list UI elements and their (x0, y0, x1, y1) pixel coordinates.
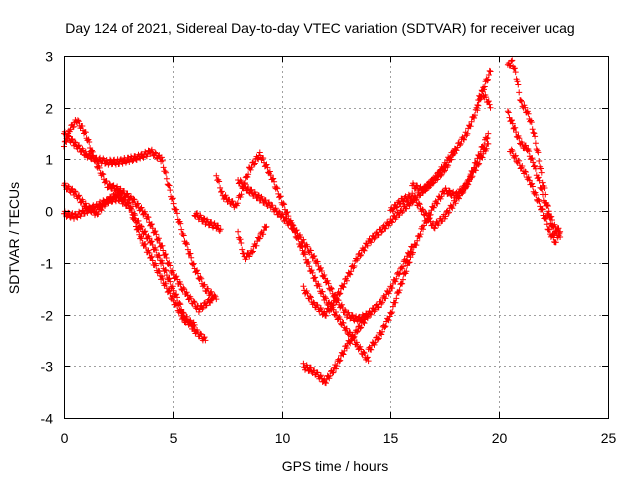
x-axis-label: GPS time / hours (282, 458, 389, 474)
x-tick-labels: 0 5 10 15 20 25 (61, 430, 617, 446)
x-tick-label: 20 (492, 430, 508, 446)
y-tick-label: -3 (41, 359, 54, 375)
data-series-track-g (235, 177, 372, 325)
data-point-markers (235, 177, 372, 325)
data-series-track-q (507, 146, 559, 246)
x-tick-label: 5 (170, 430, 178, 446)
data-marks (61, 57, 564, 387)
chart-title: Day 124 of 2021, Sidereal Day-to-day VTE… (65, 20, 574, 36)
y-tick-label: 3 (45, 49, 53, 65)
x-tick-label: 25 (601, 430, 617, 446)
data-series-track-p (504, 108, 564, 241)
data-point-markers (409, 67, 494, 196)
data-series-track-f (213, 149, 372, 365)
data-point-markers (235, 223, 270, 263)
data-point-markers (507, 146, 559, 246)
axis-ticks (64, 56, 609, 419)
data-point-markers (213, 149, 372, 365)
data-point-markers (300, 243, 416, 387)
data-series-track-m (409, 67, 494, 196)
y-tick-label: -2 (41, 308, 54, 324)
data-point-markers (504, 108, 564, 241)
x-tick-label: 10 (275, 430, 291, 446)
data-series-track-e (191, 210, 224, 234)
y-tick-label: 2 (45, 101, 53, 117)
data-series-track-k (365, 140, 492, 353)
y-axis-label: SDTVAR / TECUs (6, 182, 22, 294)
data-point-markers (191, 210, 224, 234)
plot-frame (64, 56, 609, 419)
data-series-track-h (235, 223, 270, 263)
data-series-track-o (504, 57, 564, 236)
data-point-markers (387, 130, 492, 232)
y-tick-label: -1 (41, 256, 54, 272)
y-tick-label: 1 (45, 152, 53, 168)
y-tick-label: -4 (41, 411, 54, 427)
data-series-track-j (300, 243, 416, 387)
data-series-track-i (300, 146, 459, 319)
y-tick-label: 0 (45, 204, 53, 220)
data-series-track-l (387, 130, 492, 232)
data-point-markers (365, 140, 492, 353)
y-tick-labels: -4 -3 -2 -1 0 1 2 3 (41, 49, 54, 427)
data-point-markers (300, 146, 459, 319)
x-tick-label: 15 (383, 430, 399, 446)
data-point-markers (474, 87, 494, 111)
x-tick-label: 0 (61, 430, 69, 446)
data-series-track-n (474, 87, 494, 111)
data-point-markers (504, 57, 564, 236)
